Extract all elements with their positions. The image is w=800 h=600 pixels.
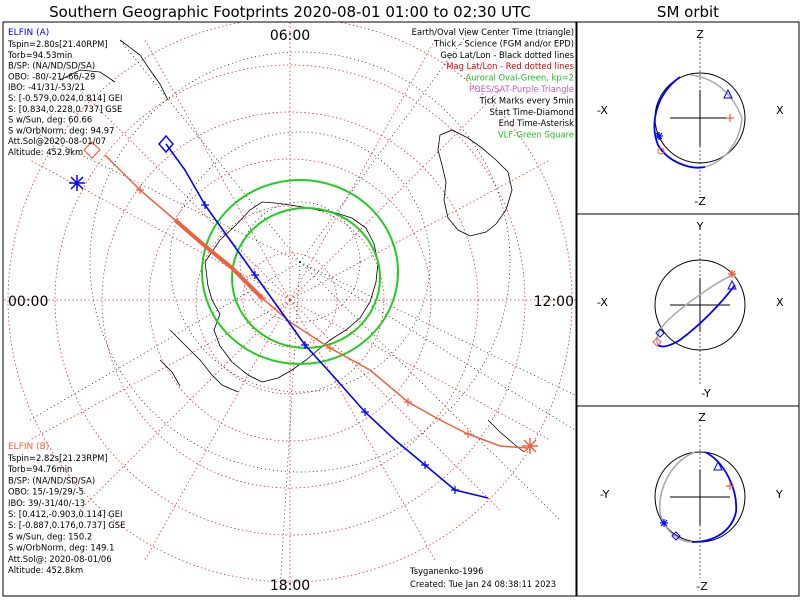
- model-credit: Tsyganenko-1996: [409, 566, 483, 576]
- elfin-a-start-diamond: [158, 134, 174, 154]
- continent-outlines: [59, 39, 525, 453]
- elfin-b-info-line: Att.Sol@: 2020-08-01/06: [8, 554, 112, 564]
- elfin-a-info-line: Tspin=2.80s[21.40RPM]: [7, 39, 108, 49]
- elfin-b-ticks: [136, 186, 472, 438]
- orbit-1-right-label: X: [776, 104, 784, 117]
- elfin-a-info: Tspin=2.80s[21.40RPM]Torb=94.53minB/SP: …: [7, 39, 123, 157]
- elfin-b-info-line: Tspin=2.82s[21.23RPM]: [7, 453, 108, 463]
- elfin-a-marker-asterisk: [69, 175, 85, 191]
- elfin-b-info-line: B/SP: (NA/ND/SD/SA): [8, 475, 95, 485]
- elfin-a-info-line: S: [0.834,0.228,0.737] GSE: [8, 104, 122, 114]
- legend-item: Tick Marks every 5min: [479, 95, 574, 105]
- orbit-panel-3-frame: [576, 405, 800, 597]
- legend: Earth/Oval View Center Time (triangle)Th…: [412, 27, 574, 140]
- sm-orbit-panels: Z -Z -X X Y -Y -X X: [576, 21, 800, 597]
- orbit-panel-2-frame: [576, 213, 800, 407]
- orbit-2-top-label: Y: [696, 220, 704, 233]
- elfin-b-info-line: Altitude: 452.8km: [8, 565, 83, 575]
- elfin-b-track: [83, 141, 538, 454]
- elfin-b-info-line: IBO: 39/-31/40/-13: [8, 498, 85, 508]
- elfin-b-start-diamond: [83, 141, 101, 159]
- elfin-a-info-line: Altitude: 452.9km: [8, 147, 83, 157]
- elfin-b-info-line: S w/Sun, deg: 150.2: [8, 531, 92, 541]
- orbit-2-right-label: X: [776, 296, 784, 309]
- elfin-b-title: ELFIN (B): [8, 442, 49, 452]
- orbit-3-bottom-label: -Z: [696, 580, 708, 593]
- elfin-a-info-line: B/SP: (NA/ND/SD/SA): [8, 61, 95, 71]
- legend-item: Geo Lat/Lon - Black dotted lines: [440, 50, 574, 60]
- orbit-1-bottom-label: -Z: [694, 195, 706, 208]
- elfin-b-info: Tspin=2.82s[21.23RPM]Torb=94.76minB/SP: …: [7, 453, 125, 575]
- orbit-2-bottom-label: -Y: [701, 387, 711, 400]
- orbit-3-top-label: Z: [698, 411, 706, 424]
- created-timestamp: Created: Tue Jan 24 08:38:11 2023: [410, 579, 556, 589]
- legend-item: VLF-Green Square: [498, 130, 574, 140]
- clock-label-right: 12:00: [534, 294, 574, 310]
- chart-title: Southern Geographic Footprints 2020-08-0…: [49, 3, 531, 21]
- orbit-1-left-label: -X: [597, 104, 608, 117]
- legend-item: Earth/Oval View Center Time (triangle): [412, 27, 574, 37]
- elfin-a-track: [69, 134, 489, 499]
- elfin-a-info-line: OBO: -80/-21/-66/-29: [8, 71, 95, 81]
- elfin-a-title: ELFIN (A): [8, 28, 49, 38]
- orbit-2-left-label: -X: [597, 296, 608, 309]
- elfin-a-info-line: S w/Sun, deg: 60.66: [8, 115, 92, 125]
- orbit-title: SM orbit: [657, 3, 719, 21]
- clock-label-top: 06:00: [270, 28, 310, 44]
- elfin-b-info-line: S w/OrbNorm, deg: 149.1: [8, 543, 114, 553]
- elfin-a-info-line: Torb=94.53min: [7, 50, 72, 60]
- legend-item: Auroral Oval-Green, kp=2: [465, 73, 574, 83]
- elfin-b-end-asterisk: [522, 438, 538, 454]
- orbit-3-left-label: -Y: [600, 488, 610, 501]
- clock-label-left: 00:00: [8, 294, 48, 310]
- orbit-3-right-label: Y: [775, 488, 783, 501]
- legend-item: Mag Lat/Lon - Red dotted lines: [446, 61, 574, 71]
- elfin-b-info-line: S: [0.412,-0.903,0.114] GEI: [8, 509, 123, 519]
- elfin-b-info-line: OBO: 15/-19/29/-5: [8, 487, 84, 497]
- auroral-oval-outer: [201, 179, 399, 365]
- elfin-a-info-line: S: [-0.579,0.024,0.814] GEI: [8, 93, 123, 103]
- map-area: [3, 22, 576, 591]
- orbit-panel-xz: Z -Z -X X: [597, 28, 784, 208]
- legend-item: POES/SAT-Purple Triangle: [469, 84, 574, 94]
- map-frame: [2, 21, 577, 597]
- legend-item: Start Time-Diamond: [490, 107, 574, 117]
- orbit-1-top-label: Z: [696, 28, 704, 41]
- orbit-panel-yz: Z -Z -Y Y: [600, 411, 783, 593]
- elfin-b-info-line: Torb=94.76min: [7, 464, 72, 474]
- auroral-oval-inner: [231, 207, 381, 349]
- elfin-a-info-line: Att.Sol@2020-08-01/07: [8, 136, 106, 146]
- mag-grid: [3, 22, 576, 590]
- elfin-a-info-line: IBO: -41/31/-53/21: [8, 82, 85, 92]
- legend-item: End Time-Asterisk: [499, 118, 575, 128]
- elfin-a-info-line: S w/OrbNorm, deg: 94.97: [8, 125, 114, 135]
- orbit-panel-xy: Y -Y -X X: [597, 220, 784, 400]
- clock-label-bottom: 18:00: [270, 578, 310, 594]
- elfin-a-ticks: [201, 201, 459, 494]
- auroral-ovals: [201, 179, 399, 365]
- legend-item: Thick - Science (FGM and/or EPD): [433, 38, 574, 48]
- elfin-b-info-line: S: [-0.887,0.176,0.737] GSE: [8, 520, 125, 530]
